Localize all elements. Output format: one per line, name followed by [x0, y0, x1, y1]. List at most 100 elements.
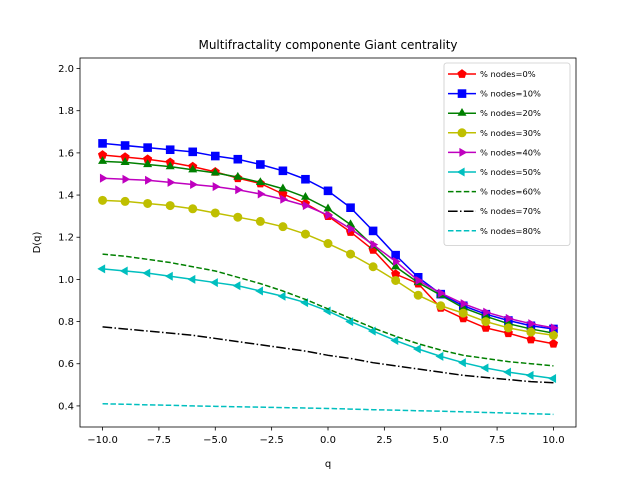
legend-marker — [456, 167, 465, 177]
data-point — [415, 275, 424, 285]
data-point — [210, 167, 220, 176]
data-point — [165, 161, 175, 170]
data-point — [143, 143, 152, 152]
data-point — [97, 264, 106, 274]
data-point — [278, 222, 288, 232]
legend-entry: % nodes=10% — [448, 89, 541, 99]
data-point — [458, 358, 466, 368]
data-point — [548, 338, 559, 348]
series-2 — [98, 139, 558, 334]
data-point — [368, 262, 378, 272]
data-point — [164, 271, 173, 281]
data-point — [210, 151, 220, 161]
legend-label: % nodes=50% — [480, 167, 541, 177]
data-point — [483, 307, 492, 317]
series-9 — [102, 403, 554, 416]
data-point — [120, 141, 130, 150]
data-point — [212, 182, 221, 192]
legend-entry: % nodes=50% — [448, 167, 541, 177]
data-point — [503, 367, 511, 377]
data-point — [412, 344, 421, 354]
data-point — [390, 336, 399, 346]
x-tick-label: −5.0 — [203, 435, 227, 446]
legend-entry: % nodes=30% — [448, 128, 541, 138]
y-tick-label: 1.2 — [58, 233, 74, 244]
data-point — [302, 201, 311, 211]
legend-label: % nodes=70% — [480, 206, 541, 216]
x-tick-label: −7.5 — [147, 435, 171, 446]
series-5 — [99, 173, 559, 333]
data-point — [346, 203, 355, 213]
axis-ticks: −10.0 −7.5 −5.0 −2.5 0.0 2.5 5.0 7.5 10.0 0.4 0.6 0… — [58, 64, 564, 446]
data-point — [370, 240, 379, 250]
data-point — [142, 268, 151, 278]
y-tick-label: 0.4 — [58, 401, 74, 412]
x-tick-label: 0.0 — [320, 435, 336, 446]
data-point — [277, 291, 286, 301]
data-point — [300, 298, 309, 308]
data-point — [120, 196, 130, 206]
legend-box — [443, 62, 571, 246]
data-point — [233, 171, 243, 180]
data-point — [528, 319, 537, 329]
x-tick-label: 7.5 — [489, 435, 505, 446]
data-point — [233, 154, 243, 164]
x-tick-label: 2.5 — [376, 435, 392, 446]
legend-entry: % nodes=60% — [448, 187, 541, 197]
data-point — [188, 147, 198, 157]
data-point — [393, 256, 401, 266]
data-point — [526, 334, 536, 344]
data-point — [188, 164, 198, 173]
series-7 — [102, 253, 554, 367]
x-axis-label: q — [325, 459, 331, 470]
data-point — [460, 299, 469, 309]
chart-title: Multifractality componente Giant central… — [198, 38, 457, 52]
data-point — [505, 313, 514, 323]
y-axis-label: D(q) — [32, 231, 43, 253]
data-point — [143, 198, 153, 208]
legend-label: % nodes=0% — [480, 69, 536, 79]
data-point — [438, 288, 446, 298]
data-point — [187, 274, 196, 284]
data-point — [120, 157, 130, 165]
x-tick-label: 5.0 — [433, 435, 449, 446]
data-point — [347, 224, 356, 234]
legend-entry: % nodes=70% — [448, 206, 541, 216]
data-point — [301, 174, 310, 184]
x-tick-label: −2.5 — [259, 435, 283, 446]
data-point — [255, 177, 265, 186]
legend-label: % nodes=30% — [480, 128, 541, 138]
data-point — [119, 266, 128, 276]
data-point — [345, 317, 354, 327]
legend-label: % nodes=20% — [480, 108, 541, 118]
data-point — [548, 374, 557, 384]
data-point — [481, 317, 491, 327]
legend-entry: % nodes=40% — [448, 147, 541, 157]
data-point — [98, 156, 108, 164]
legend-label: % nodes=40% — [480, 147, 541, 157]
y-tick-label: 2.0 — [58, 64, 74, 75]
data-point — [280, 194, 289, 204]
legend-marker — [457, 89, 467, 98]
data-point — [300, 191, 310, 200]
data-point — [503, 323, 513, 333]
y-tick-label: 1.8 — [58, 106, 74, 117]
data-point — [368, 226, 378, 236]
data-point — [99, 173, 108, 183]
plot-area — [97, 139, 559, 416]
legend-marker — [457, 108, 467, 116]
data-point — [145, 175, 153, 185]
data-point — [165, 145, 175, 155]
data-point — [480, 363, 489, 373]
series-8 — [102, 326, 554, 384]
series-line — [102, 253, 554, 367]
data-point — [323, 186, 333, 196]
legend-marker — [457, 128, 467, 138]
data-point — [346, 249, 356, 259]
legend-entry: % nodes=20% — [448, 108, 541, 118]
data-point — [526, 327, 536, 337]
data-point — [413, 290, 423, 300]
legend: % nodes=0% % nodes=10% % nodes=20% % nodes=… — [443, 62, 571, 246]
data-point — [323, 203, 333, 212]
